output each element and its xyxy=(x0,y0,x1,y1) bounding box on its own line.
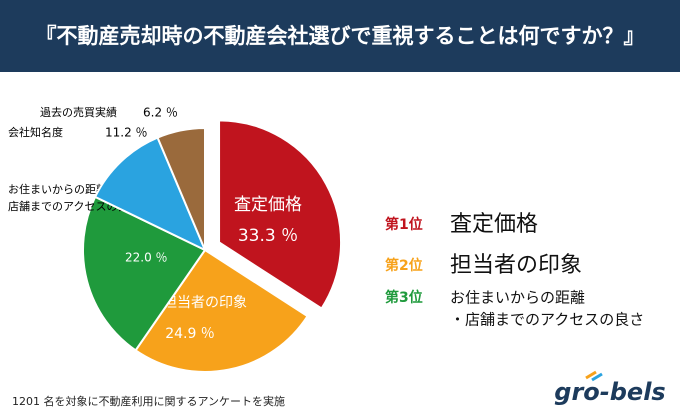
slice-name: 過去の売買実績 xyxy=(40,105,117,119)
rank-label: お住まいからの距離 xyxy=(450,289,585,307)
rank-label: 担当者の印象 xyxy=(450,253,582,278)
logo-accent xyxy=(591,372,603,382)
rank-number: 第3位 xyxy=(385,289,423,306)
logo-text: gro-bels xyxy=(554,378,665,406)
rank-label: ・店舗までのアクセスの良さ xyxy=(450,311,644,329)
rank-number: 第2位 xyxy=(385,257,423,274)
slice-name: 会社知名度 xyxy=(8,125,63,139)
value-label: 11.2 ％ xyxy=(105,126,148,140)
value-label: 24.9 ％ xyxy=(165,326,215,342)
chart-title: 『不動産売却時の不動産会社選びで重視することは何ですか？』 xyxy=(36,24,645,48)
pie-slice xyxy=(82,195,207,352)
value-label: 33.3 ％ xyxy=(238,226,298,246)
slice-name: 担当者の印象 xyxy=(163,295,247,311)
logo-accent xyxy=(585,370,597,380)
pie-slice xyxy=(134,248,309,373)
rank-number: 第1位 xyxy=(385,216,423,233)
value-label: 6.2 ％ xyxy=(143,106,178,120)
footnote: 1201 名を対象に不動産利用に関するアンケートを実施 xyxy=(12,394,285,408)
slice-name: お住まいからの距離 xyxy=(8,182,107,196)
value-label: 22.0 ％ xyxy=(125,251,168,265)
rank-label: 査定価格 xyxy=(450,212,538,237)
pie-slice xyxy=(218,119,343,310)
logo: gro-bels xyxy=(554,370,666,406)
header-bar xyxy=(0,0,680,72)
pie-slice xyxy=(93,136,207,253)
pie-slice xyxy=(156,126,206,251)
slice-name: 査定価格 xyxy=(234,195,302,215)
